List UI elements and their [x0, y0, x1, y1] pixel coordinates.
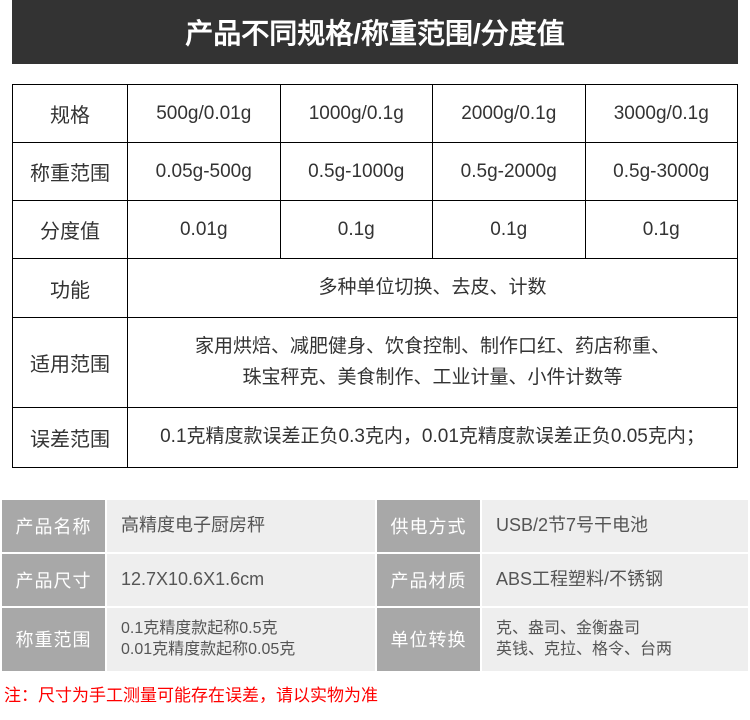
- spec-table: 规格 500g/0.01g 1000g/0.1g 2000g/0.1g 3000…: [12, 84, 738, 468]
- info-row-0: 产品名称 高精度电子厨房秤 供电方式 USB/2节7号干电池: [1, 499, 749, 553]
- spec-row-2: 分度值 0.01g 0.1g 0.1g 0.1g: [13, 201, 738, 259]
- info-label: 产品材质: [376, 553, 481, 607]
- spec-merged-label-2: 误差范围: [13, 408, 128, 467]
- spec-cell: 0.05g‑500g: [128, 143, 281, 201]
- info-label: 称重范围: [1, 607, 106, 672]
- spec-cell: 0.1g: [433, 201, 586, 259]
- info-value: USB/2节7号干电池: [481, 499, 749, 553]
- info-value: 高精度电子厨房秤: [106, 499, 376, 553]
- spec-cell: 0.5g‑2000g: [433, 143, 586, 201]
- spec-merged-row-0: 功能 多种单位切换、去皮、计数: [13, 259, 738, 318]
- spec-label-1: 称重范围: [13, 143, 128, 201]
- spec-cell: 0.5g‑3000g: [585, 143, 738, 201]
- info-label: 产品名称: [1, 499, 106, 553]
- info-row-1: 产品尺寸 12.7X10.6X1.6cm 产品材质 ABS工程塑料/不锈钢: [1, 553, 749, 607]
- info-value: 克、盎司、金衡盎司英钱、克拉、格令、台两: [481, 607, 749, 672]
- spec-cell: 1000g/0.1g: [280, 85, 433, 143]
- spec-row-1: 称重范围 0.05g‑500g 0.5g‑1000g 0.5g‑2000g 0.…: [13, 143, 738, 201]
- spec-cell: 2000g/0.1g: [433, 85, 586, 143]
- spec-cell: 0.1g: [585, 201, 738, 259]
- info-label: 供电方式: [376, 499, 481, 553]
- spec-row-0: 规格 500g/0.01g 1000g/0.1g 2000g/0.1g 3000…: [13, 85, 738, 143]
- spec-cell: 3000g/0.1g: [585, 85, 738, 143]
- spec-merged-label-0: 功能: [13, 259, 128, 318]
- spec-merged-row-2: 误差范围 0.1克精度款误差正负0.3克内，0.01克精度款误差正负0.05克内…: [13, 408, 738, 467]
- spec-merged-text-1: 家用烘焙、减肥健身、饮食控制、制作口红、药店称重、珠宝秤克、美食制作、工业计量、…: [128, 318, 738, 408]
- info-value: 0.1克精度款起称0.5克0.01克精度款起称0.05克: [106, 607, 376, 672]
- spacer: [0, 468, 750, 498]
- info-value: 12.7X10.6X1.6cm: [106, 553, 376, 607]
- footnote: 注：尺寸为手工测量可能存在误差，请以实物为准: [0, 673, 750, 706]
- spec-label-2: 分度值: [13, 201, 128, 259]
- spec-merged-text-0: 多种单位切换、去皮、计数: [128, 259, 738, 318]
- spec-label-0: 规格: [13, 85, 128, 143]
- header-bar: 产品不同规格/称重范围/分度值: [12, 0, 738, 64]
- spec-cell: 0.5g‑1000g: [280, 143, 433, 201]
- spec-cell: 0.1g: [280, 201, 433, 259]
- info-table: 产品名称 高精度电子厨房秤 供电方式 USB/2节7号干电池 产品尺寸 12.7…: [0, 498, 750, 673]
- info-label: 单位转换: [376, 607, 481, 672]
- spec-cell: 0.01g: [128, 201, 281, 259]
- info-value: ABS工程塑料/不锈钢: [481, 553, 749, 607]
- spec-cell: 500g/0.01g: [128, 85, 281, 143]
- spec-merged-text-2: 0.1克精度款误差正负0.3克内，0.01克精度款误差正负0.05克内；: [128, 408, 738, 467]
- info-label: 产品尺寸: [1, 553, 106, 607]
- spec-merged-row-1: 适用范围 家用烘焙、减肥健身、饮食控制、制作口红、药店称重、珠宝秤克、美食制作、…: [13, 318, 738, 408]
- header-title: 产品不同规格/称重范围/分度值: [185, 18, 565, 49]
- spec-merged-label-1: 适用范围: [13, 318, 128, 408]
- info-row-2: 称重范围 0.1克精度款起称0.5克0.01克精度款起称0.05克 单位转换 克…: [1, 607, 749, 672]
